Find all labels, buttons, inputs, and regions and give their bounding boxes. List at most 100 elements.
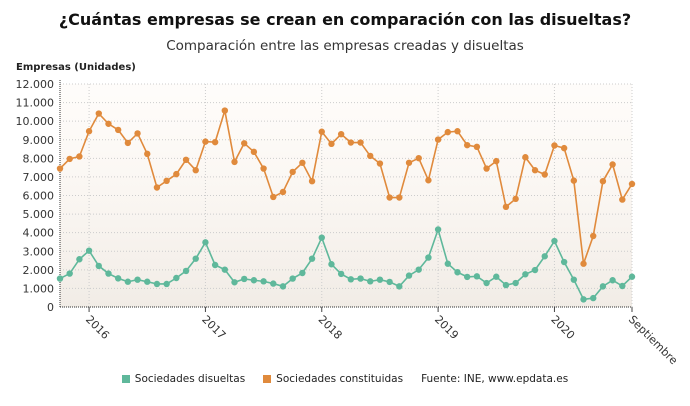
data-point	[609, 277, 616, 284]
data-point	[221, 266, 229, 273]
data-point	[337, 270, 345, 278]
data-point	[570, 276, 578, 283]
data-point	[502, 281, 510, 289]
data-point	[522, 154, 529, 161]
data-point	[192, 255, 199, 262]
data-point	[241, 275, 248, 283]
data-point	[473, 143, 481, 151]
data-point	[105, 270, 112, 277]
x-tick-label: 2016	[83, 313, 112, 342]
data-point	[114, 126, 122, 134]
y-tick-label: 3.000	[23, 245, 55, 258]
data-point	[560, 258, 568, 266]
x-tick-label: 2017	[199, 313, 228, 342]
data-point	[493, 273, 500, 280]
legend-item-constituidas[interactable]: Sociedades constituidas	[263, 373, 403, 385]
data-point	[260, 278, 267, 285]
data-point	[270, 193, 277, 201]
data-point	[66, 155, 73, 163]
data-point	[522, 271, 529, 278]
data-point	[570, 177, 578, 184]
data-point	[541, 253, 548, 260]
data-point	[425, 254, 432, 261]
data-point	[153, 184, 161, 191]
data-point	[289, 168, 296, 176]
data-point	[105, 120, 112, 127]
data-point	[444, 128, 451, 136]
data-point	[463, 141, 471, 149]
data-point	[463, 273, 471, 281]
data-point	[580, 296, 587, 303]
chart-title: ¿Cuántas empresas se crean en comparació…	[58, 10, 632, 29]
data-point	[367, 152, 374, 160]
data-point	[512, 195, 519, 203]
data-point	[85, 247, 93, 254]
data-point	[95, 110, 102, 117]
data-point	[434, 226, 442, 233]
y-tick-label: 6.000	[23, 190, 55, 203]
data-point	[144, 150, 151, 158]
data-point	[376, 160, 384, 167]
data-point	[347, 276, 355, 283]
chart-subtitle: Comparación entre las empresas creadas y…	[166, 38, 524, 54]
y-tick-label: 12.000	[16, 78, 55, 91]
data-point	[308, 177, 316, 185]
y-axis-label: Empresas (Unidades)	[16, 62, 136, 73]
data-point	[66, 270, 73, 277]
y-tick-label: 8.000	[23, 152, 55, 165]
data-point	[628, 180, 636, 188]
data-point	[454, 269, 461, 276]
x-tick-label: 2018	[316, 313, 345, 342]
data-point	[279, 283, 287, 290]
data-point	[337, 130, 345, 138]
legend-item-disueltas[interactable]: Sociedades disueltas	[121, 373, 245, 385]
data-point	[231, 158, 238, 166]
data-point	[483, 165, 490, 172]
data-point	[163, 280, 170, 288]
legend-label: Sociedades constituidas	[276, 373, 404, 385]
data-point	[289, 275, 296, 282]
data-point	[628, 273, 636, 280]
data-point	[599, 177, 607, 185]
data-point	[260, 165, 267, 172]
data-point	[483, 279, 490, 287]
y-tick-label: 11.000	[16, 97, 55, 110]
data-point	[502, 203, 510, 211]
legend: Sociedades disueltas Sociedades constitu…	[0, 373, 690, 385]
data-point	[173, 274, 180, 282]
data-point	[221, 107, 229, 114]
data-point	[531, 266, 539, 274]
y-tick-label: 5.000	[23, 208, 55, 221]
data-point	[211, 261, 219, 269]
data-point	[153, 280, 161, 288]
data-point	[580, 260, 587, 267]
data-point	[202, 138, 209, 145]
data-point	[434, 136, 442, 143]
data-point	[405, 272, 413, 279]
data-point	[473, 273, 481, 280]
data-point	[367, 278, 374, 285]
data-point	[531, 167, 539, 174]
legend-swatch	[263, 375, 272, 383]
data-point	[425, 177, 432, 184]
data-point	[619, 196, 626, 203]
data-point	[590, 294, 597, 302]
data-point	[415, 154, 422, 162]
data-point	[396, 194, 403, 201]
data-point	[192, 167, 199, 174]
data-point	[56, 275, 64, 282]
data-point	[328, 261, 335, 268]
data-point	[619, 282, 626, 290]
data-point	[95, 262, 102, 270]
legend-swatch	[121, 375, 130, 383]
data-point	[405, 159, 413, 166]
data-point	[250, 277, 258, 284]
data-point	[124, 139, 132, 147]
y-tick-label: 0	[47, 301, 54, 314]
data-point	[134, 130, 141, 137]
data-point	[182, 156, 190, 164]
data-point	[328, 140, 335, 148]
data-point	[85, 128, 93, 135]
data-point	[308, 255, 316, 262]
data-point	[231, 279, 238, 286]
